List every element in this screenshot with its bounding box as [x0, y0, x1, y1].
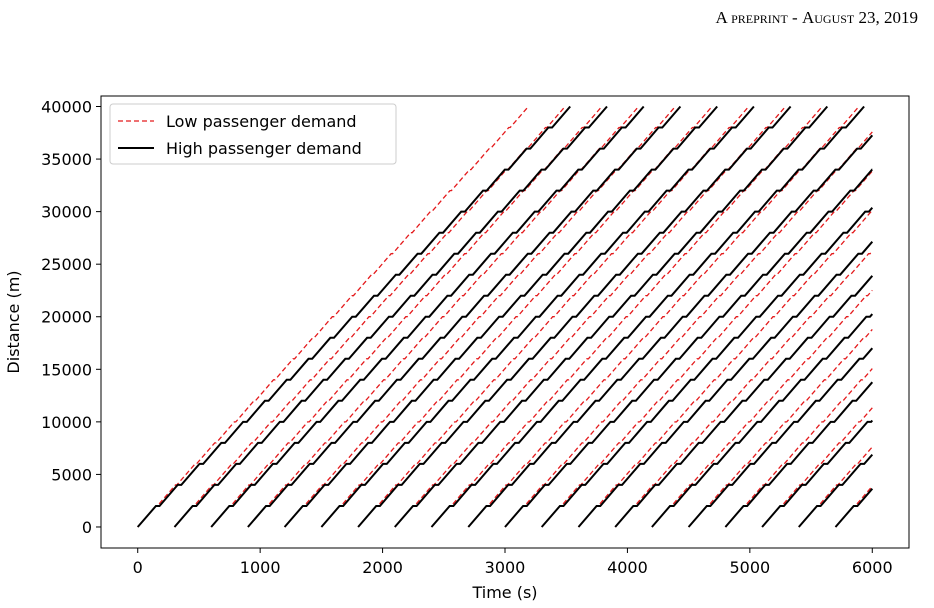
high-demand-trajectory-11 [540, 207, 874, 528]
low-demand-trajectory-8 [431, 106, 823, 528]
y-tick-label-0: 0 [82, 518, 92, 537]
high-demand-trajectory-7 [394, 105, 829, 528]
low-demand-trajectory-2 [210, 106, 603, 528]
high-demand-trajectory-5 [320, 105, 755, 528]
low-demand-trajectory-0 [137, 106, 529, 528]
series-layer [136, 105, 874, 528]
y-axis-label: Distance (m) [4, 270, 23, 373]
high-demand-trajectory-12 [577, 241, 874, 528]
x-tick-label-6: 6000 [852, 558, 893, 577]
y-axis: 0 5000 10000 15000 20000 25000 30000 35000 40000 [41, 98, 101, 537]
low-demand-trajectory-12 [578, 210, 873, 528]
x-axis: 0 1000 2000 3000 4000 5000 6000 [133, 548, 893, 577]
high-demand-trajectory-17 [761, 419, 874, 528]
x-tick-label-4: 4000 [607, 558, 648, 577]
low-demand-trajectory-7 [394, 106, 786, 528]
legend: Low passenger demand High passenger dema… [109, 103, 397, 165]
high-demand-trajectory-4 [283, 105, 718, 528]
high-demand-trajectory-14 [651, 313, 874, 528]
x-tick-label-2: 2000 [362, 558, 403, 577]
high-demand-trajectory-3 [247, 105, 682, 528]
high-demand-trajectory-9 [467, 134, 874, 528]
low-demand-trajectory-1 [174, 106, 566, 528]
y-tick-label-4: 20000 [41, 308, 92, 327]
low-demand-trajectory-5 [320, 106, 713, 528]
y-tick-label-3: 15000 [41, 360, 92, 379]
y-tick-label-5: 25000 [41, 255, 92, 274]
low-demand-trajectory-10 [504, 131, 873, 528]
low-demand-trajectory-9 [467, 106, 860, 528]
high-demand-trajectory-8 [430, 105, 865, 528]
high-demand-trajectory-18 [798, 453, 874, 528]
legend-label-low-demand: Low passenger demand [166, 112, 357, 131]
legend-label-high-demand: High passenger demand [166, 139, 362, 158]
y-tick-label-2: 10000 [41, 413, 92, 432]
high-demand-trajectory-15 [687, 347, 874, 528]
high-demand-trajectory-6 [357, 105, 792, 528]
high-demand-trajectory-1 [173, 105, 608, 528]
high-demand-trajectory-0 [136, 105, 571, 528]
low-demand-trajectory-3 [247, 106, 640, 528]
y-tick-label-6: 30000 [41, 203, 92, 222]
x-tick-label-3: 3000 [485, 558, 526, 577]
header-separator: - [787, 8, 802, 27]
y-tick-label-8: 40000 [41, 98, 92, 117]
high-demand-trajectory-16 [724, 381, 874, 528]
x-tick-label-5: 5000 [729, 558, 770, 577]
y-tick-label-1: 5000 [51, 465, 92, 484]
low-demand-trajectory-4 [284, 106, 676, 528]
low-demand-trajectory-6 [357, 106, 750, 528]
high-demand-trajectory-2 [210, 105, 645, 528]
y-tick-label-7: 35000 [41, 150, 92, 169]
x-tick-label-1: 1000 [240, 558, 281, 577]
running-header: A preprint - August 23, 2019 [716, 8, 918, 28]
low-demand-trajectory-11 [541, 170, 873, 528]
x-axis-label: Time (s) [471, 583, 537, 602]
header-label: A preprint [715, 8, 788, 27]
legend-box [109, 103, 397, 165]
high-demand-trajectory-19 [834, 488, 874, 528]
high-demand-trajectory-13 [614, 275, 874, 528]
low-demand-trajectory-13 [614, 250, 873, 528]
x-tick-label-0: 0 [133, 558, 143, 577]
high-demand-trajectory-10 [504, 168, 873, 528]
header-date: August 23, 2019 [801, 8, 918, 27]
low-demand-trajectory-16 [724, 368, 873, 528]
low-demand-trajectory-15 [688, 328, 873, 528]
